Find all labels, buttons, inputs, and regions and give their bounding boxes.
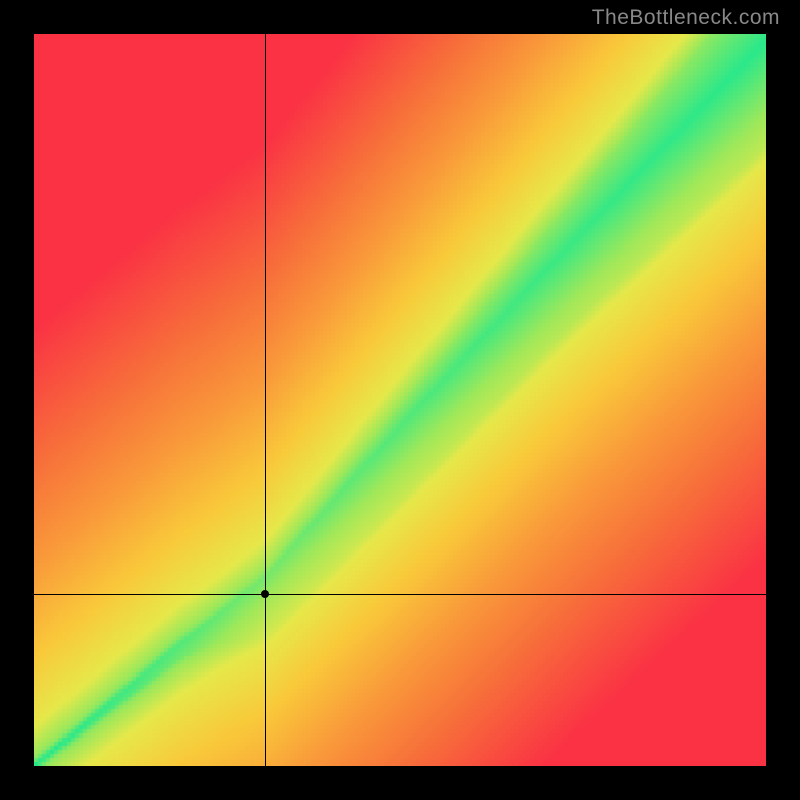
crosshair-marker: [261, 590, 269, 598]
chart-container: TheBottleneck.com: [0, 0, 800, 800]
crosshair-vertical: [265, 34, 266, 766]
watermark-text: TheBottleneck.com: [592, 6, 780, 30]
heatmap-canvas: [34, 34, 766, 766]
plot-area: [34, 34, 766, 766]
crosshair-horizontal: [34, 594, 766, 595]
